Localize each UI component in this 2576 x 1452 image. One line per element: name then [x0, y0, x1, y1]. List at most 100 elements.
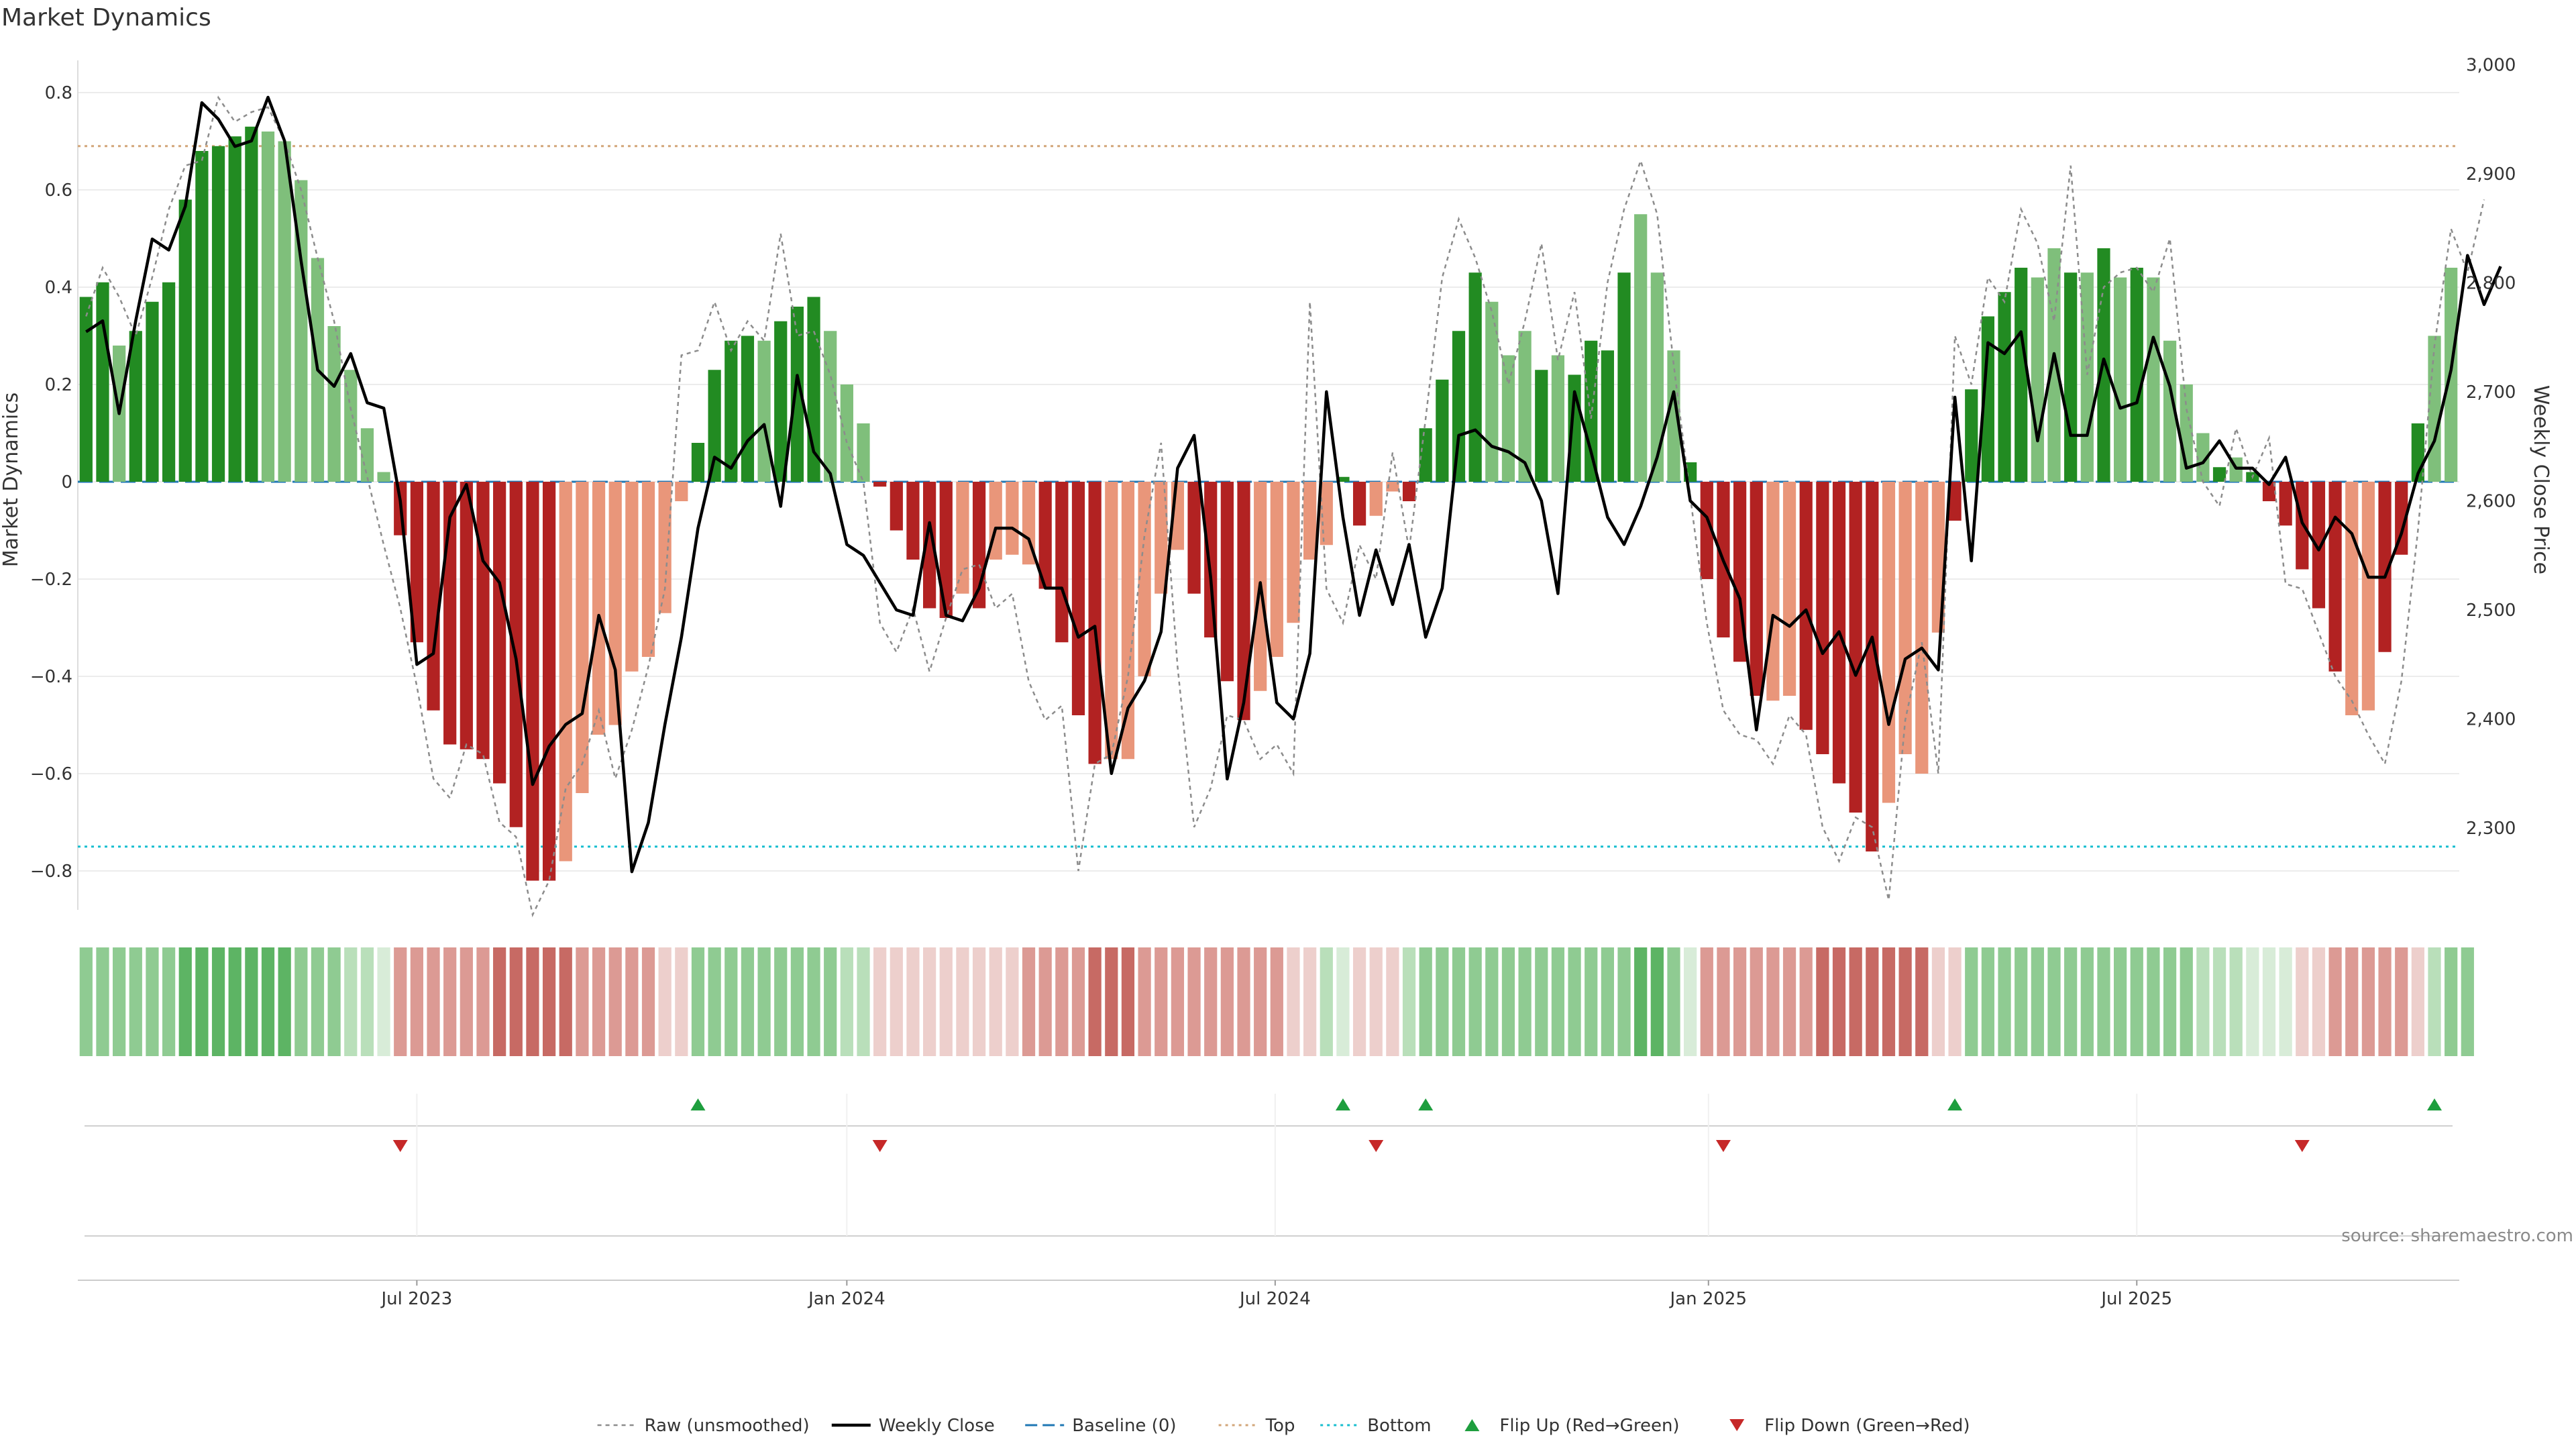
histogram-bar: [211, 146, 225, 482]
ribbon-cell: [2080, 947, 2094, 1056]
ribbon-cell: [1717, 947, 1730, 1056]
flip-up-marker: [2427, 1098, 2443, 1110]
ribbon-cell: [840, 947, 853, 1056]
histogram-bar: [1336, 476, 1350, 482]
ribbon-cell: [2428, 947, 2441, 1056]
histogram-bar: [2031, 277, 2044, 482]
y-right-tick-label: 2,800: [2466, 273, 2516, 293]
y-left-tick-label: 0.6: [45, 180, 72, 201]
x-tick-label: Jul 2023: [380, 1289, 452, 1309]
ribbon-cell: [1402, 947, 1416, 1056]
ribbon-cell: [2163, 947, 2177, 1056]
ribbon-cell: [1535, 947, 1548, 1056]
ribbon-cell: [724, 947, 738, 1056]
histogram-bar: [1965, 389, 1978, 482]
histogram-bar: [1617, 272, 1631, 482]
histogram-bar: [939, 482, 953, 618]
ribbon-cell: [443, 947, 457, 1056]
histogram-bar: [2130, 268, 2143, 482]
histogram-bar: [890, 482, 903, 531]
histogram-bar: [228, 136, 241, 482]
ribbon-cell: [427, 947, 440, 1056]
histogram-bar: [956, 482, 969, 594]
histogram-bar: [2114, 277, 2127, 482]
histogram-bar: [1799, 482, 1813, 730]
histogram-bar: [1948, 482, 1962, 521]
ribbon-cell: [1287, 947, 1300, 1056]
ribbon-cell: [2296, 947, 2309, 1056]
histogram-bar: [1650, 272, 1664, 482]
histogram-bar: [790, 307, 804, 482]
histogram-bar: [1088, 482, 1102, 764]
ribbon-cell: [1750, 947, 1763, 1056]
ribbon-cell: [344, 947, 358, 1056]
ribbon-cell: [1270, 947, 1283, 1056]
histogram-bar: [592, 482, 606, 735]
legend-label: Raw (unsmoothed): [645, 1416, 810, 1436]
ribbon-cell: [2378, 947, 2392, 1056]
histogram-bar: [1402, 482, 1416, 501]
price-lines: [85, 95, 2502, 918]
ribbon-cell: [741, 947, 755, 1056]
legend-label: Bottom: [1367, 1416, 1431, 1436]
histogram-bar: [1022, 482, 1036, 565]
histogram-bar: [410, 482, 423, 643]
flip-down-marker: [1715, 1140, 1731, 1152]
histogram-bar: [1452, 331, 1466, 482]
ribbon-cell: [1733, 947, 1747, 1056]
histogram-bar: [1055, 482, 1069, 643]
y-right-tick-label: 2,300: [2466, 819, 2516, 839]
histogram-bar: [2064, 272, 2078, 482]
histogram-bar: [1766, 482, 1780, 701]
flip-down-marker: [392, 1140, 408, 1152]
y-left-axis-label: Market Dynamics: [0, 393, 23, 568]
ribbon-cell: [211, 947, 225, 1056]
ribbon-cell: [2411, 947, 2424, 1056]
histogram-bar: [906, 482, 920, 560]
y-left-tick-label: 0.2: [45, 375, 72, 395]
y-right-tick-label: 2,500: [2466, 601, 2516, 621]
histogram-bar: [873, 482, 887, 487]
ribbon-cell: [1105, 947, 1118, 1056]
histogram-bar: [1287, 482, 1300, 623]
histogram-bar: [2196, 433, 2210, 482]
ribbon-cell: [625, 947, 639, 1056]
ribbon-cell: [2328, 947, 2342, 1056]
ribbon-cell: [2461, 947, 2474, 1056]
legend-label: Weekly Close: [879, 1416, 995, 1436]
flip-markers-panel: [78, 1098, 2459, 1281]
ribbon-cell: [2097, 947, 2110, 1056]
histogram-bar: [1849, 482, 1862, 813]
ribbon-cell: [360, 947, 374, 1056]
histogram-bar: [476, 482, 490, 760]
ribbon-cell: [542, 947, 556, 1056]
ribbon-cell: [2229, 947, 2243, 1056]
histogram-bar: [162, 282, 176, 482]
ribbon-cell: [1369, 947, 1383, 1056]
ribbon-cell: [824, 947, 837, 1056]
ribbon-cell: [1882, 947, 1896, 1056]
histogram-bar: [1981, 316, 1995, 482]
legend-swatch-flip-up: [1464, 1419, 1480, 1431]
histogram-bar: [2312, 482, 2326, 609]
histogram-bar: [427, 482, 440, 711]
ribbon-cell: [1254, 947, 1267, 1056]
histogram-bar: [1468, 272, 1482, 482]
ribbon-cell: [1237, 947, 1250, 1056]
histogram-bar: [1485, 301, 1499, 482]
ribbon-cell: [658, 947, 672, 1056]
x-tick-label: Jul 2025: [2100, 1289, 2172, 1309]
ribbon-cell: [1419, 947, 1432, 1056]
y-left-tick-label: 0.4: [45, 278, 72, 298]
histogram-bar: [741, 335, 755, 482]
ribbon-cell: [294, 947, 308, 1056]
ribbon-cell: [1799, 947, 1813, 1056]
ribbon-cell: [2262, 947, 2276, 1056]
ribbon-cell: [261, 947, 275, 1056]
ribbon-cell: [576, 947, 589, 1056]
ribbon-cell: [394, 947, 407, 1056]
ribbon-cell: [1667, 947, 1680, 1056]
ribbon-cell: [1155, 947, 1168, 1056]
histogram-bar: [493, 482, 506, 784]
